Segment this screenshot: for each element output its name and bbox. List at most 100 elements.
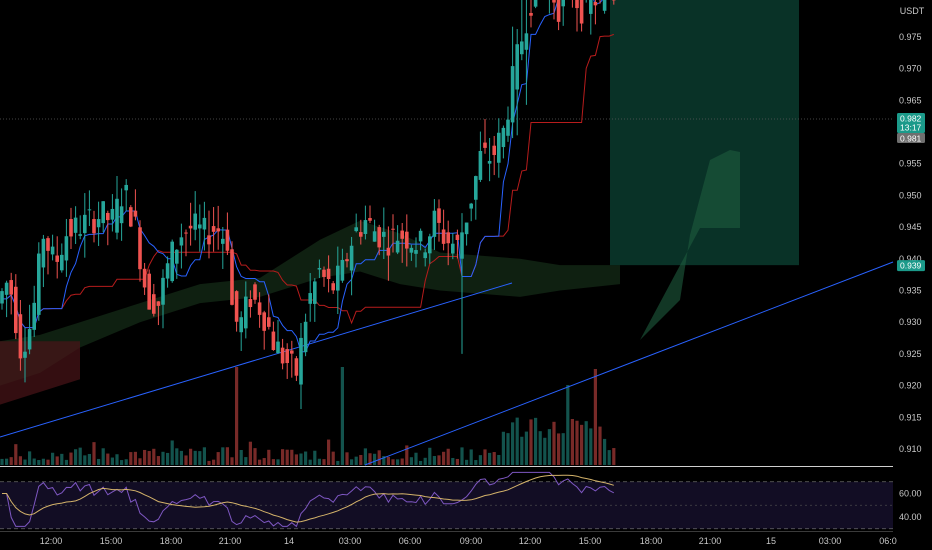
volume-bar [488,452,492,465]
time-tick-label: 03:00 [339,536,362,546]
volume-bar [101,448,105,465]
time-tick-label: 18:00 [160,536,183,546]
candle-body [589,0,593,14]
trendline-channel[interactable] [364,261,894,466]
volume-bar [501,431,505,465]
candle [18,300,23,371]
volume-bar [492,452,496,465]
candle-body [377,227,381,248]
volume-bar [64,459,68,465]
candle [267,294,271,330]
last-price-tag-text: 13:17 [900,123,922,133]
volume-bar [74,449,78,465]
volume-bar [78,447,82,465]
candle-body [460,232,464,259]
candle-body [400,230,404,239]
candle-body [409,247,414,253]
volume-bar [465,459,469,465]
candle-body [579,0,584,24]
volume-bar [317,458,321,465]
candle [313,278,317,322]
volume-bar [120,460,124,465]
price-axis[interactable]: USDT0.9100.9150.9200.9250.9300.9350.9400… [899,6,925,522]
candle-body [418,230,423,242]
volume-bar [552,421,556,465]
candle-body [308,293,312,304]
volume-bar [350,459,354,465]
volume-bar [607,450,611,465]
time-axis[interactable]: 12:00 15:00 18:00 21:00 14 03:00 06:00 09:00 12:… [0,531,897,547]
time-tick-label: 09:00 [460,536,483,546]
candle-body [483,142,487,148]
volume-bar [515,417,519,465]
candle-body [216,228,220,232]
candle [432,199,437,250]
candle-body [18,314,23,359]
candle [55,236,59,279]
volume-bar [262,458,266,465]
price-tick-label: 0.975 [899,32,922,42]
volume-bar [83,455,87,465]
candle-body [257,302,262,315]
candle-body [556,0,561,22]
candle [529,0,533,28]
volume-bar [483,449,487,465]
volume-bar [529,419,533,465]
candle-body [165,263,170,279]
volume-bars [0,367,616,465]
volume-bar [534,417,538,465]
candle-body [225,229,230,251]
candle [133,189,138,221]
volume-bar [46,459,50,465]
price-tick-label: 0.940 [899,254,922,264]
candle-body [202,217,207,230]
volume-bar [253,448,257,465]
candle-body [451,243,455,254]
candle [515,29,519,136]
trendline-lower-support[interactable] [0,282,513,438]
candle-body [129,207,133,227]
candle [276,320,280,354]
volume-bar [92,442,96,465]
candle-body [593,1,598,6]
candle [50,234,55,261]
volume-bar [336,460,340,465]
position-zones[interactable] [610,0,799,340]
candle-body [354,227,358,232]
candle-body [492,145,496,156]
volume-bar [377,450,381,465]
candle-body [322,269,326,277]
candle [216,205,220,250]
volume-bar [405,445,409,465]
candle [92,210,96,243]
volume-bar [271,459,275,465]
volume-bar [469,449,473,465]
volume-bar [409,457,413,465]
candle [165,256,170,288]
volume-bar [432,456,436,465]
volume-bar [32,458,36,465]
volume-bar [193,450,197,465]
candle-body [193,213,197,230]
candle-body [211,226,216,232]
candle-body [414,250,418,254]
candle [23,327,27,383]
candle-body [423,252,427,259]
candle-body [501,127,506,148]
candle-body [280,347,285,364]
trendlines[interactable] [0,118,894,466]
volume-bar [368,453,372,465]
candle [211,207,216,252]
price-tick-label: 0.955 [899,159,922,169]
volume-bar [258,459,262,465]
conversion-line [2,0,603,353]
volume-bar [276,459,280,465]
candle [372,219,377,242]
candle-body [50,246,55,255]
candle-body [207,235,211,245]
candle-body [41,238,46,268]
candle-body [230,249,234,305]
candle-body [455,234,460,241]
candle [230,241,234,306]
